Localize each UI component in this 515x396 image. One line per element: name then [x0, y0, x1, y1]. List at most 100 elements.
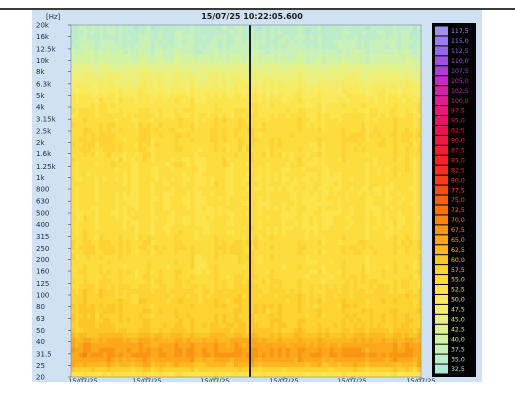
heatmap-cell — [222, 128, 226, 133]
heatmap-cell — [341, 279, 345, 284]
heatmap-cell — [413, 265, 417, 270]
heatmap-cell — [174, 289, 178, 294]
heatmap-cell — [330, 167, 334, 172]
heatmap-cell — [262, 133, 266, 138]
heatmap-cell — [91, 196, 95, 201]
heatmap-cell — [111, 162, 115, 167]
heatmap-cell — [361, 186, 365, 191]
heatmap-cell — [294, 98, 298, 103]
heatmap-cell — [206, 279, 210, 284]
heatmap-cell — [242, 128, 246, 133]
heatmap-cell — [234, 284, 238, 289]
heatmap-cell — [286, 230, 290, 235]
heatmap-cell — [206, 93, 210, 98]
heatmap-cell — [369, 196, 373, 201]
heatmap-cell — [91, 74, 95, 79]
heatmap-cell — [99, 162, 103, 167]
heatmap-cell — [135, 147, 139, 152]
heatmap-cell — [369, 45, 373, 50]
heatmap-cell — [135, 221, 139, 226]
heatmap-cell — [83, 108, 87, 113]
heatmap-cell — [334, 265, 338, 270]
heatmap-cell — [198, 103, 202, 108]
heatmap-cell — [79, 152, 83, 157]
heatmap-cell — [290, 216, 294, 221]
heatmap-cell — [214, 240, 218, 245]
heatmap-cell — [115, 162, 119, 167]
heatmap-cell — [174, 113, 178, 118]
heatmap-cell — [373, 284, 377, 289]
heatmap-cell — [345, 147, 349, 152]
heatmap-cell — [123, 284, 127, 289]
heatmap-cell — [95, 235, 99, 240]
heatmap-cell — [365, 181, 369, 186]
heatmap-cell — [111, 98, 115, 103]
heatmap-cell — [214, 98, 218, 103]
heatmap-cell — [226, 177, 230, 182]
heatmap-cell — [278, 245, 282, 250]
heatmap-cell — [123, 294, 127, 299]
heatmap-cell — [278, 69, 282, 74]
heatmap-cell — [282, 93, 286, 98]
heatmap-cell — [186, 103, 190, 108]
heatmap-cell — [166, 274, 170, 279]
heatmap-cell — [405, 181, 409, 186]
heatmap-cell — [282, 108, 286, 113]
heatmap-cell — [127, 25, 131, 30]
heatmap-cell — [230, 284, 234, 289]
heatmap-cell — [178, 201, 182, 206]
heatmap-cell — [349, 274, 353, 279]
heatmap-cell — [282, 49, 286, 54]
heatmap-cell — [115, 74, 119, 79]
heatmap-cell — [75, 206, 79, 211]
heatmap-cell — [230, 103, 234, 108]
heatmap-cell — [111, 284, 115, 289]
heatmap-cell — [357, 269, 361, 274]
heatmap-cell — [405, 74, 409, 79]
heatmap-cell — [318, 59, 322, 64]
heatmap-cell — [159, 265, 163, 270]
heatmap-cell — [298, 294, 302, 299]
heatmap-cell — [405, 294, 409, 299]
heatmap-cell — [314, 30, 318, 35]
heatmap-cell — [87, 216, 91, 221]
heatmap-cell — [87, 137, 91, 142]
heatmap-cell — [190, 64, 194, 69]
heatmap-cell — [381, 279, 385, 284]
heatmap-cell — [353, 260, 357, 265]
heatmap-cell — [314, 221, 318, 226]
heatmap-cell — [298, 84, 302, 89]
heatmap-cell — [401, 49, 405, 54]
heatmap-cell — [143, 54, 147, 59]
heatmap-cell — [230, 84, 234, 89]
heatmap-cell — [393, 216, 397, 221]
heatmap-cell — [147, 260, 151, 265]
heatmap-cell — [409, 93, 413, 98]
heatmap-cell — [143, 142, 147, 147]
heatmap-cell — [397, 235, 401, 240]
heatmap-cell — [83, 206, 87, 211]
heatmap-cell — [83, 191, 87, 196]
heatmap-cell — [178, 118, 182, 123]
heatmap-cell — [218, 25, 222, 30]
heatmap-cell — [345, 157, 349, 162]
heatmap-cell — [182, 230, 186, 235]
heatmap-cell — [349, 260, 353, 265]
heatmap-cell — [262, 265, 266, 270]
heatmap-cell — [373, 142, 377, 147]
heatmap-cell — [151, 221, 155, 226]
heatmap-cell — [139, 54, 143, 59]
heatmap-cell — [322, 157, 326, 162]
heatmap-cell — [214, 93, 218, 98]
heatmap-cell — [365, 255, 369, 260]
heatmap-cell — [115, 152, 119, 157]
heatmap-cell — [389, 221, 393, 226]
heatmap-cell — [186, 152, 190, 157]
heatmap-cell — [99, 108, 103, 113]
heatmap-cell — [119, 274, 123, 279]
heatmap-cell — [135, 152, 139, 157]
heatmap-cell — [266, 186, 270, 191]
heatmap-cell — [155, 269, 159, 274]
heatmap-cell — [369, 147, 373, 152]
heatmap-cell — [290, 30, 294, 35]
